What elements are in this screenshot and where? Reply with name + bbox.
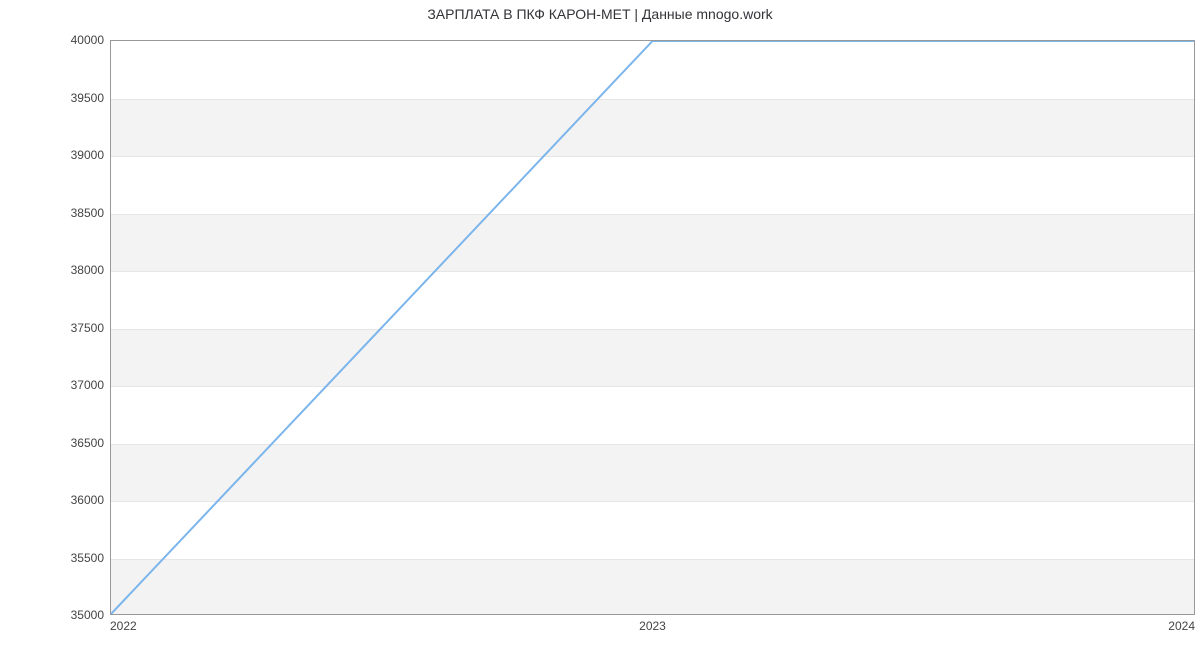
y-axis-labels: 3500035500360003650037000375003800038500… [0, 40, 110, 615]
y-tick-label: 39000 [71, 148, 104, 162]
x-tick-label: 2024 [1168, 619, 1195, 633]
x-tick-label: 2022 [110, 619, 137, 633]
y-tick-label: 36500 [71, 436, 104, 450]
y-tick-label: 36000 [71, 493, 104, 507]
x-tick-label: 2023 [639, 619, 666, 633]
x-axis-labels: 2022 2023 2024 [110, 615, 1195, 645]
data-line [111, 41, 1194, 614]
y-tick-label: 35000 [71, 608, 104, 622]
chart-title: ЗАРПЛАТА В ПКФ КАРОН-МЕТ | Данные mnogo.… [0, 6, 1200, 22]
y-tick-label: 37500 [71, 321, 104, 335]
y-tick-label: 35500 [71, 551, 104, 565]
y-tick-label: 38000 [71, 263, 104, 277]
y-tick-label: 38500 [71, 206, 104, 220]
plot-area [110, 40, 1195, 615]
salary-chart: ЗАРПЛАТА В ПКФ КАРОН-МЕТ | Данные mnogo.… [0, 0, 1200, 650]
y-tick-label: 40000 [71, 33, 104, 47]
y-tick-label: 39500 [71, 91, 104, 105]
y-tick-label: 37000 [71, 378, 104, 392]
